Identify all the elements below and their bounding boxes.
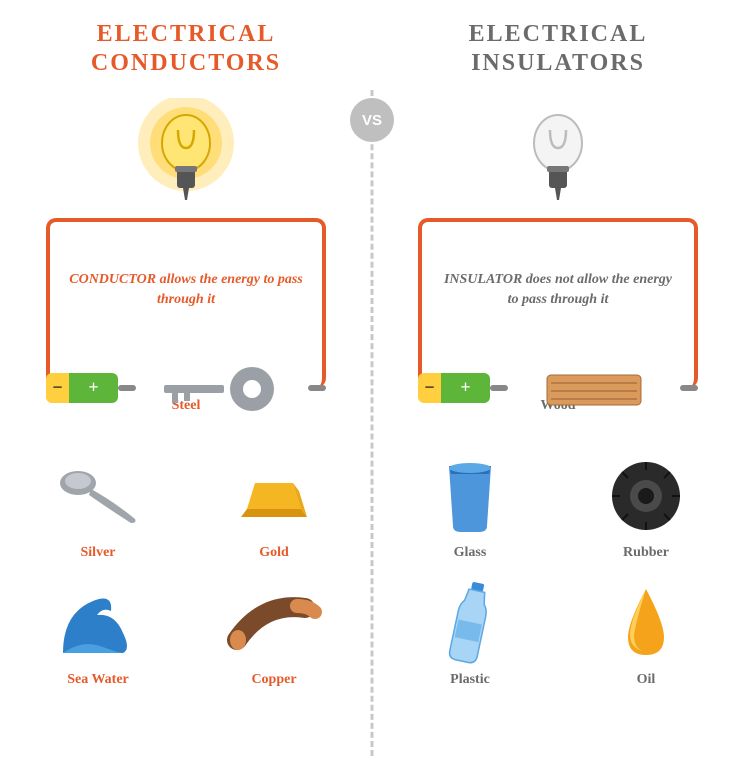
rubber-label: Rubber — [623, 545, 669, 561]
example-rubber: Rubber — [558, 454, 734, 561]
example-plastic: Plastic — [382, 581, 558, 688]
example-oil: Oil — [558, 581, 734, 688]
example-gold: Gold — [186, 454, 362, 561]
oil-drop-icon — [616, 581, 676, 666]
wood-block-icon — [508, 363, 680, 413]
battery-icon: − + — [418, 373, 490, 403]
oil-label: Oil — [637, 672, 656, 688]
insulator-circuit: INSULATOR does not allow the energy to p… — [418, 218, 698, 388]
insulators-column: ELECTRICAL INSULATORS INSULATOR does not… — [372, 0, 744, 776]
wire-segment — [118, 385, 136, 391]
insulator-examples: Glass — [382, 454, 734, 688]
battery-negative: − — [418, 373, 441, 403]
wire-segment — [680, 385, 698, 391]
steel-key-icon — [136, 363, 308, 413]
silver-label: Silver — [81, 545, 116, 561]
copper-label: Copper — [251, 672, 296, 688]
title-line1: ELECTRICAL — [97, 21, 276, 47]
vs-badge: VS — [350, 98, 394, 142]
conductor-circuit-text: CONDUCTOR allows the energy to pass thro… — [68, 270, 304, 309]
wire-segment — [490, 385, 508, 391]
infographic-container: ELECTRICAL CONDUCTORS CONDUCTOR allows t… — [0, 0, 744, 776]
battery-positive: + — [441, 373, 490, 403]
battery-icon: − + — [46, 373, 118, 403]
rubber-tire-icon — [606, 454, 686, 539]
gold-bar-icon — [229, 454, 319, 539]
center-divider — [371, 90, 374, 756]
plastic-label: Plastic — [450, 672, 490, 688]
example-copper: Copper — [186, 581, 362, 688]
conductors-column: ELECTRICAL CONDUCTORS CONDUCTOR allows t… — [0, 0, 372, 776]
lit-bulb-icon — [131, 98, 241, 208]
silver-spoon-icon — [53, 454, 143, 539]
conductor-battery-row: − + — [46, 370, 326, 406]
conductor-examples: Silver Gold — [10, 454, 362, 688]
title-line2: CONDUCTORS — [91, 50, 281, 76]
gold-label: Gold — [259, 545, 289, 561]
insulators-title: ELECTRICAL INSULATORS — [469, 20, 648, 78]
title-line1: ELECTRICAL — [469, 21, 648, 47]
unlit-bulb-icon — [503, 98, 613, 208]
copper-wire-icon — [227, 581, 322, 666]
battery-negative: − — [46, 373, 69, 403]
battery-positive: + — [69, 373, 118, 403]
insulator-circuit-text: INSULATOR does not allow the energy to p… — [440, 270, 676, 309]
example-silver: Silver — [10, 454, 186, 561]
example-glass: Glass — [382, 454, 558, 561]
wire-segment — [308, 385, 326, 391]
example-seawater: Sea Water — [10, 581, 186, 688]
insulator-battery-row: − + — [418, 370, 698, 406]
seawater-label: Sea Water — [67, 672, 129, 688]
title-line2: INSULATORS — [471, 50, 645, 76]
conductors-title: ELECTRICAL CONDUCTORS — [91, 20, 281, 78]
conductor-circuit: CONDUCTOR allows the energy to pass thro… — [46, 218, 326, 388]
seawater-wave-icon — [53, 581, 143, 666]
glass-label: Glass — [454, 545, 487, 561]
plastic-bottle-icon — [440, 581, 500, 666]
glass-cup-icon — [435, 454, 505, 539]
